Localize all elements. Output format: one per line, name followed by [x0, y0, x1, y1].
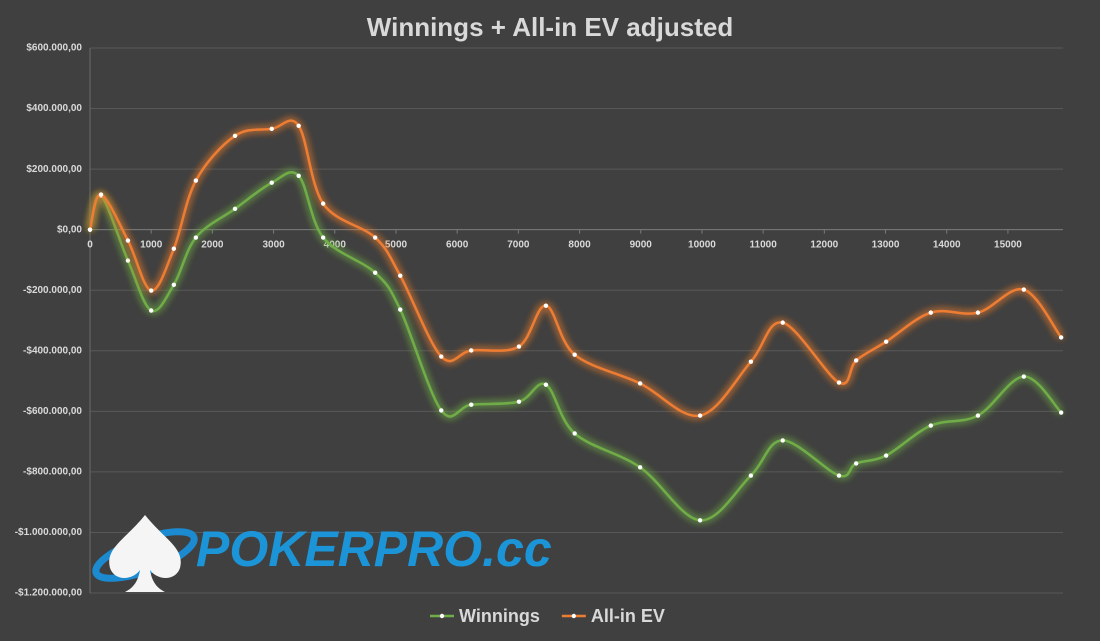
y-tick-label: $600.000,00	[26, 43, 82, 54]
data-point	[98, 192, 104, 197]
data-point	[543, 303, 549, 308]
x-tick-label: 8000	[568, 239, 591, 250]
data-point	[637, 465, 643, 470]
data-point	[748, 359, 754, 364]
x-tick-label: 0	[87, 239, 93, 250]
data-point	[883, 339, 889, 344]
data-point	[637, 381, 643, 386]
x-tick-label: 1000	[140, 239, 163, 250]
data-point	[296, 173, 301, 178]
data-point	[398, 307, 403, 312]
x-tick-label: 13000	[872, 239, 900, 250]
chart-title: Winnings + All-in EV adjusted	[367, 12, 733, 42]
data-point	[1021, 374, 1027, 379]
data-point	[148, 288, 154, 293]
data-point	[975, 413, 981, 418]
data-point	[439, 408, 444, 413]
data-point	[232, 206, 238, 211]
data-point	[697, 413, 703, 418]
data-point	[572, 431, 577, 436]
data-point	[171, 282, 177, 287]
data-point	[125, 238, 131, 243]
x-tick-label: 14000	[933, 239, 961, 250]
y-tick-label: -$200.000,00	[23, 285, 82, 296]
x-tick-label: 6000	[446, 239, 469, 250]
data-point	[1021, 287, 1027, 292]
legend-label: Winnings	[459, 606, 540, 626]
data-point	[148, 308, 154, 313]
data-point	[269, 126, 274, 132]
data-point	[928, 310, 934, 315]
x-tick-label: 12000	[810, 239, 838, 250]
x-tick-label: 4000	[324, 239, 347, 250]
data-point	[543, 382, 549, 387]
x-tick-label: 11000	[750, 239, 778, 250]
data-point	[320, 235, 326, 240]
logo-spade	[109, 515, 181, 592]
logo-text: POKERPRO.cc	[196, 521, 552, 577]
x-tick-label: 7000	[507, 239, 530, 250]
y-tick-label: $400.000,00	[26, 103, 82, 114]
data-point	[469, 348, 474, 353]
logo: POKERPRO.cc	[92, 515, 552, 592]
data-point	[572, 352, 577, 357]
data-point	[516, 399, 522, 404]
x-tick-label: 9000	[630, 239, 653, 250]
data-point	[1058, 410, 1064, 415]
data-point	[296, 123, 301, 129]
data-point	[883, 453, 889, 458]
data-point	[398, 273, 403, 278]
data-point	[372, 235, 378, 240]
data-point	[748, 473, 754, 478]
data-point	[516, 344, 522, 349]
x-tick-label: 2000	[201, 239, 224, 250]
data-point	[853, 461, 859, 466]
series-line	[88, 170, 1063, 522]
plot-area: -$1.200.000,00 -$1.000.000,00 -$800.000,00…	[15, 43, 1064, 599]
data-point	[780, 438, 785, 443]
y-tick-label: -$1.200.000,00	[15, 588, 83, 599]
legend-marker	[571, 613, 577, 619]
data-point	[1058, 335, 1064, 340]
y-tick-label: -$1.000.000,00	[15, 527, 83, 538]
data-point	[232, 133, 238, 139]
y-tick-label: $0,00	[57, 224, 82, 235]
data-point	[836, 380, 842, 385]
x-tick-label: 5000	[385, 239, 408, 250]
data-point	[269, 180, 274, 185]
y-tick-label: -$400.000,00	[23, 345, 82, 356]
x-tick-label: 3000	[262, 239, 285, 250]
y-tick-label: $200.000,00	[26, 164, 82, 175]
x-tick-label: 15000	[994, 239, 1022, 250]
data-point	[439, 354, 444, 359]
data-point	[780, 320, 785, 325]
legend-marker	[439, 613, 445, 619]
x-tick-label: 10000	[688, 239, 716, 250]
y-tick-label: -$600.000,00	[23, 406, 82, 417]
legend: Winnings All-in EV	[430, 606, 665, 626]
y-tick-label: -$800.000,00	[23, 467, 82, 478]
data-point	[193, 235, 199, 240]
legend-label: All-in EV	[591, 606, 665, 626]
data-point	[171, 246, 177, 251]
series-line	[88, 119, 1063, 418]
data-point	[469, 402, 474, 407]
data-point	[193, 178, 199, 183]
data-point	[853, 358, 859, 363]
data-point	[372, 270, 378, 275]
data-point	[125, 258, 131, 263]
data-point	[975, 310, 981, 315]
data-point	[836, 473, 842, 478]
data-point	[320, 201, 326, 206]
data-point	[87, 227, 93, 232]
data-point	[928, 423, 934, 428]
data-point	[697, 518, 703, 523]
